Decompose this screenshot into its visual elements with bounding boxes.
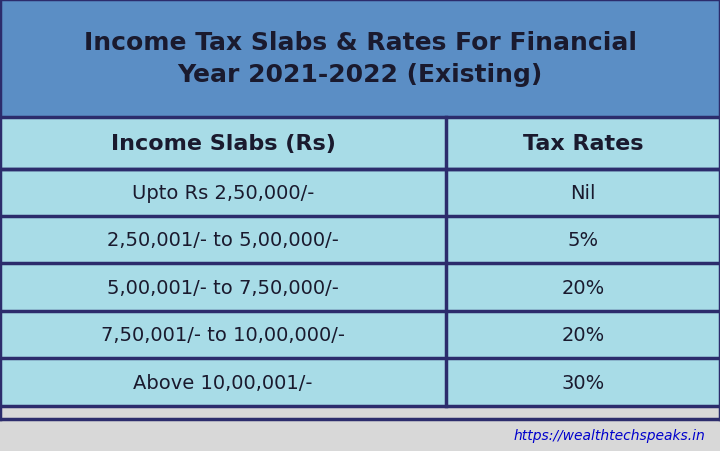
Text: 5%: 5% xyxy=(567,230,599,250)
Bar xyxy=(0,0,720,117)
Text: Tax Rates: Tax Rates xyxy=(523,133,644,153)
Text: 30%: 30% xyxy=(562,373,605,392)
Text: 2,50,001/- to 5,00,000/-: 2,50,001/- to 5,00,000/- xyxy=(107,230,339,250)
Text: 20%: 20% xyxy=(562,325,605,345)
Text: 20%: 20% xyxy=(562,278,605,297)
Bar xyxy=(0,359,720,406)
Bar xyxy=(0,311,720,359)
Text: Nil: Nil xyxy=(570,183,596,202)
Text: Income Tax Slabs & Rates For Financial
Year 2021-2022 (Existing): Income Tax Slabs & Rates For Financial Y… xyxy=(84,31,636,87)
Bar xyxy=(0,264,720,311)
Text: Above 10,00,001/-: Above 10,00,001/- xyxy=(133,373,313,392)
Text: 5,00,001/- to 7,50,000/-: 5,00,001/- to 7,50,000/- xyxy=(107,278,339,297)
Bar xyxy=(0,169,720,216)
Bar xyxy=(0,117,720,169)
Text: Income Slabs (Rs): Income Slabs (Rs) xyxy=(111,133,336,153)
Bar xyxy=(0,216,720,264)
Text: Upto Rs 2,50,000/-: Upto Rs 2,50,000/- xyxy=(132,183,315,202)
Bar xyxy=(0,419,720,451)
Text: 7,50,001/- to 10,00,000/-: 7,50,001/- to 10,00,000/- xyxy=(102,325,345,345)
Text: https://wealthtechspeaks.in: https://wealthtechspeaks.in xyxy=(514,428,706,442)
